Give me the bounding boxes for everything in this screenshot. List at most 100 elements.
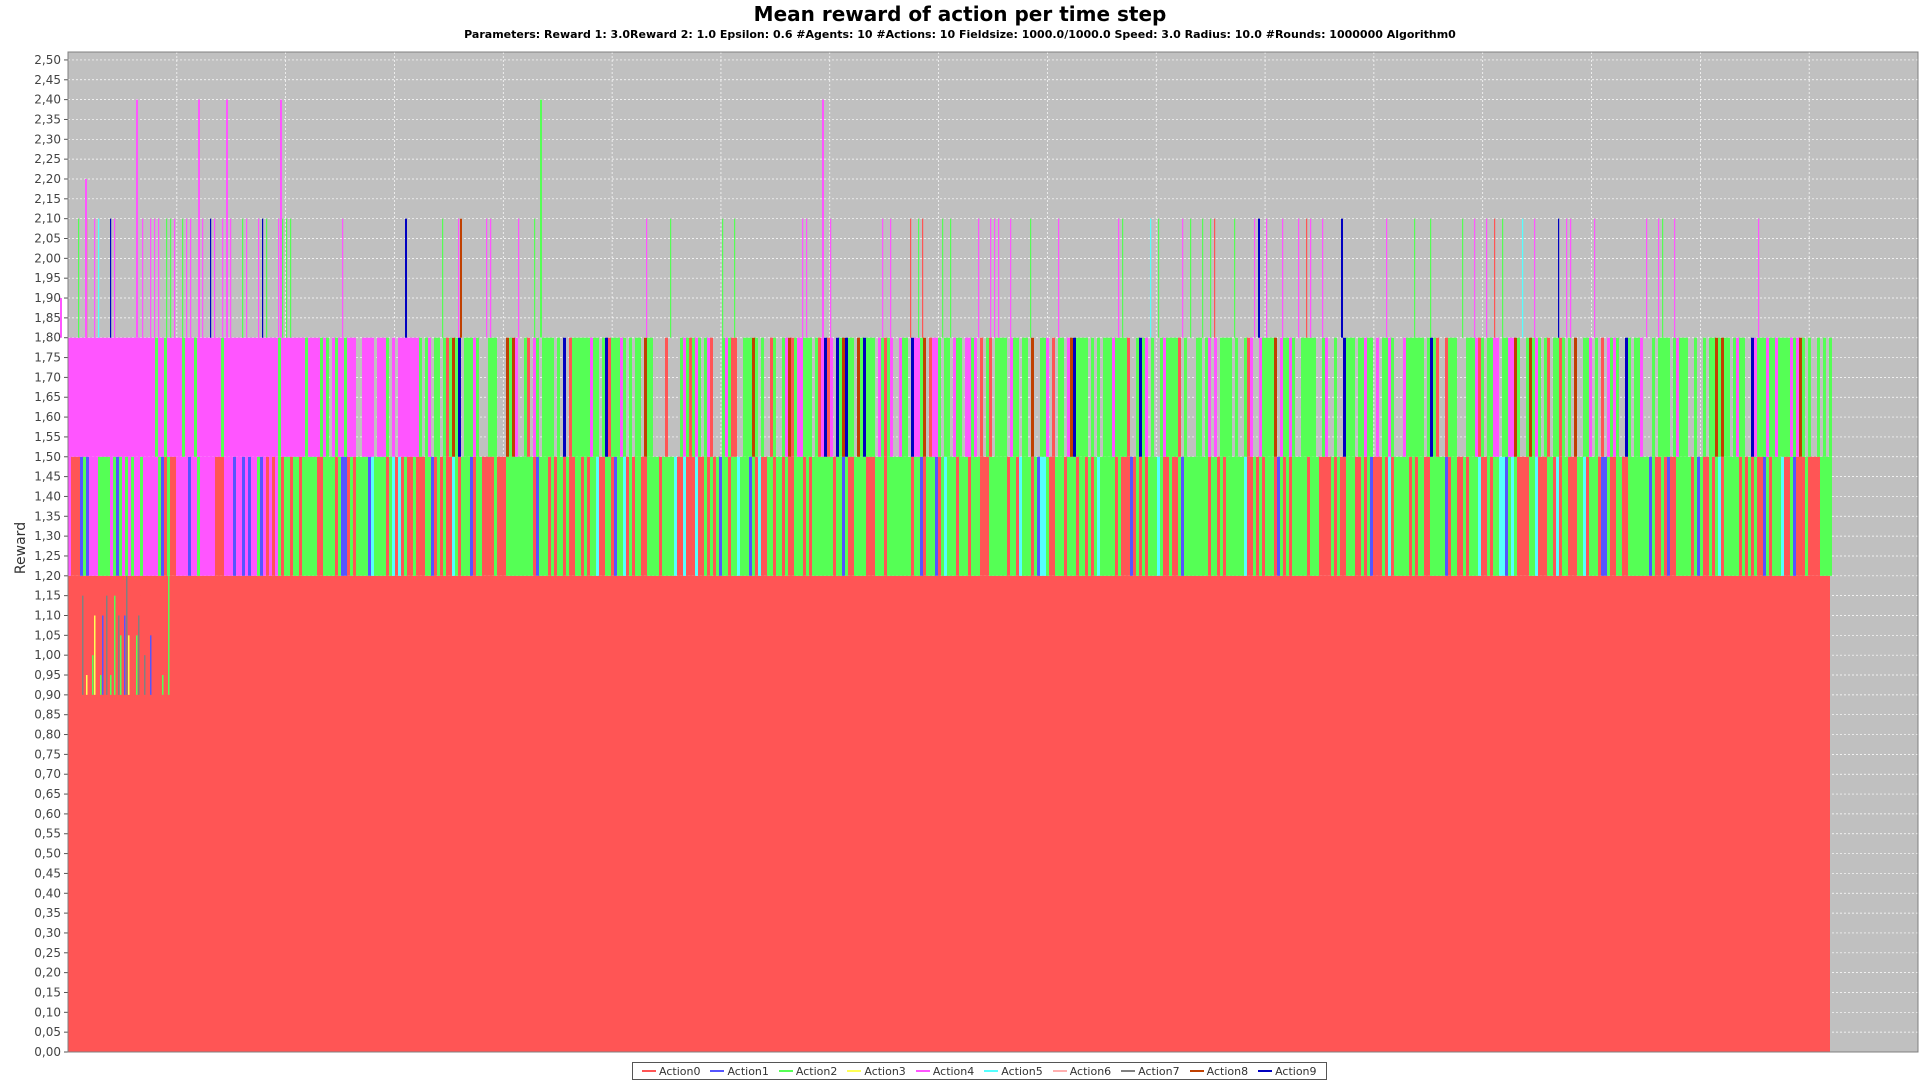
bar [230,337,233,457]
bar [1628,337,1631,457]
bar [587,456,590,576]
bar [1214,456,1217,576]
bar [353,456,356,576]
bar [1340,456,1343,576]
bar [533,337,536,457]
bar [416,456,419,576]
legend-swatch [1258,1070,1273,1072]
bar [182,218,184,338]
bar [383,337,386,457]
bar [1030,218,1032,338]
bar [956,456,959,576]
bar [1445,337,1448,457]
bar [110,456,113,576]
bar [266,218,268,338]
bar [977,456,980,576]
bar [182,337,185,457]
bar [398,456,401,576]
bar [1586,456,1589,576]
bar [1655,456,1658,576]
bar [1214,218,1216,338]
bar [1256,456,1259,576]
bar [1508,337,1511,457]
bar [1082,337,1085,457]
bar [806,218,808,338]
bar [1349,337,1352,457]
y-tick-label: 1,50 [34,450,61,464]
bar [280,99,282,338]
bar [899,337,902,457]
bar [572,337,575,457]
bar [1652,456,1655,576]
bar [89,337,92,457]
bar [1414,218,1416,338]
bar [98,218,100,338]
bar [1766,337,1769,457]
bar [1463,456,1466,576]
bar [1823,456,1826,576]
bar [1169,337,1172,457]
bar [128,635,130,695]
chart-title: Mean reward of action per time step [753,2,1167,26]
bar [1199,337,1202,457]
bar [872,456,875,576]
bar [791,456,794,576]
y-tick-label: 1,25 [34,549,61,563]
bar [278,456,281,576]
bar [1745,456,1748,576]
bar [1634,337,1637,457]
bar [1613,337,1616,457]
bar [1007,456,1010,576]
bar [209,337,212,457]
bar [959,337,962,457]
bar [236,337,239,457]
bar [1589,456,1592,576]
bar [282,218,284,338]
bar [1118,218,1120,338]
bar [1580,456,1583,576]
bar [944,456,947,576]
bar [1187,456,1190,576]
bar [917,337,920,457]
bar [680,456,683,576]
bar [1502,218,1504,338]
bar [398,337,401,457]
bar [1652,337,1655,457]
bar [902,337,905,457]
legend-item: Action2 [778,1065,837,1078]
bar [1406,456,1409,576]
y-tick-label: 0,10 [34,1005,61,1019]
bar [938,337,941,457]
bar [1229,337,1232,457]
bar [800,456,803,576]
bar [1289,337,1292,457]
bar [1130,456,1133,576]
bar [275,337,278,457]
bar [350,456,353,576]
bar [86,675,88,695]
bar [1685,456,1688,576]
bar [1427,337,1430,457]
bar [122,456,125,576]
bar [788,337,791,457]
bar [698,456,701,576]
bar [1160,337,1163,457]
bar [1001,337,1004,457]
bar [1181,456,1184,576]
bar [299,337,302,457]
bar [71,337,74,457]
bar [509,337,512,457]
bar [1247,456,1250,576]
bar [593,337,596,457]
bar [1430,456,1433,576]
bar [1328,456,1331,576]
bar [110,337,113,457]
bar [302,337,305,457]
bar [1040,337,1043,457]
bar [707,337,710,457]
bar [258,218,260,338]
bar [305,456,308,576]
bar [1751,337,1754,457]
bar [239,337,242,457]
bar [749,456,752,576]
